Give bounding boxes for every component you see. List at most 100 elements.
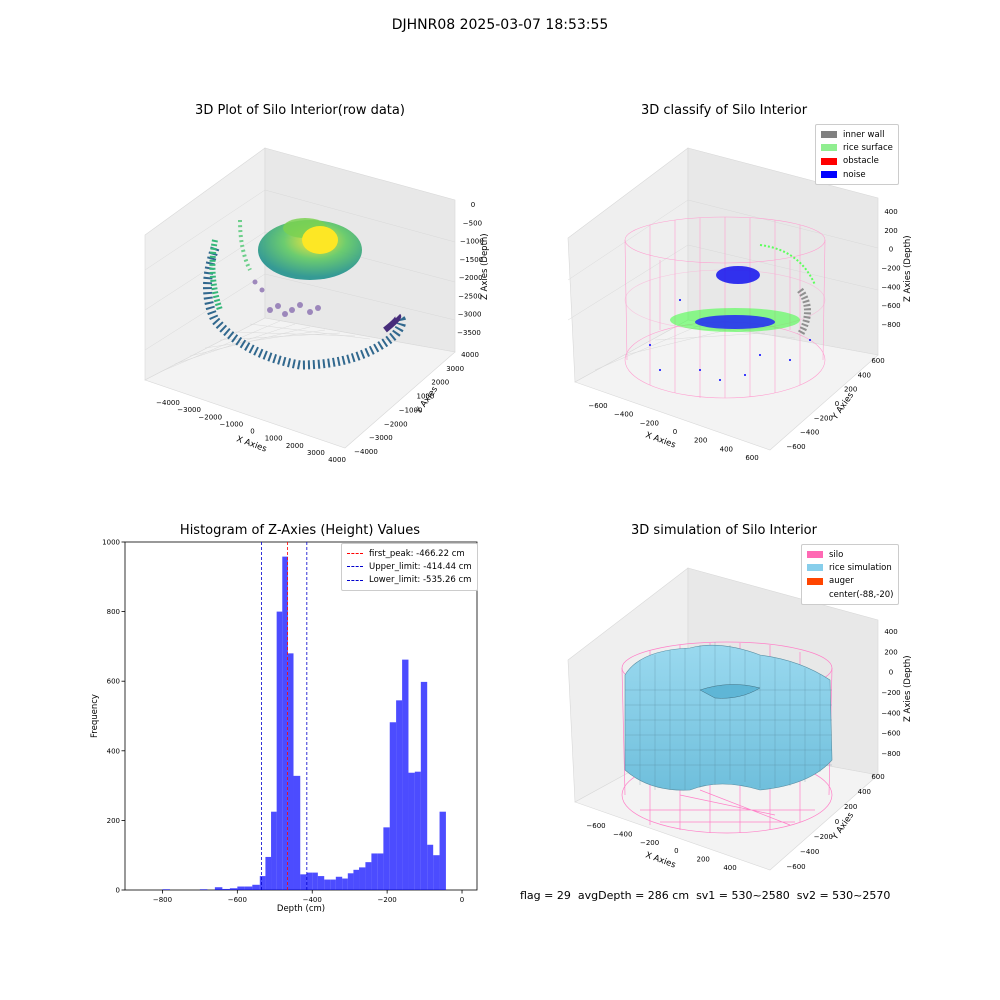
- legend-item-first-peak: first_peak: -466.22 cm: [347, 547, 472, 560]
- histogram-xtick-label: 0: [460, 896, 464, 904]
- axis-tick-label: −800: [881, 321, 900, 329]
- axis-tick-label: −400: [881, 709, 900, 717]
- legend-swatch: [821, 171, 837, 179]
- legend-swatch: [821, 144, 837, 152]
- plot2-noise-scatter: [649, 299, 811, 381]
- histogram-bar: [317, 876, 325, 890]
- axis-tick-label: 200: [697, 856, 710, 864]
- axis-tick-label: 600: [745, 454, 758, 462]
- legend-label: auger: [829, 576, 854, 587]
- axis-tick-label: 4000: [461, 351, 479, 359]
- axis-tick-label: 400: [858, 371, 871, 379]
- axis-tick-label: −200: [814, 414, 833, 422]
- plot2-tick-labels: −600−400−20002004006006004002000−200−400…: [588, 208, 900, 462]
- axis-tick-label: −1000: [220, 420, 244, 428]
- histogram-plot: −800 −600 −400 −200 0 0 200 400 600 800 1000 Dept…: [90, 539, 478, 914]
- histogram-bar: [265, 856, 272, 890]
- histogram-bar: [252, 884, 260, 890]
- axis-tick-label: 400: [884, 208, 897, 216]
- axis-tick-label: −2000: [459, 274, 483, 282]
- plot2-legend: inner wall rice surface obstacle noise: [815, 124, 899, 186]
- legend-label: noise: [843, 169, 866, 180]
- axis-tick-label: −600: [881, 302, 900, 310]
- axis-tick-label: 400: [858, 788, 871, 796]
- histogram-xtick-label: −600: [228, 896, 247, 904]
- legend-label: Lower_limit: -535.26 cm: [369, 575, 472, 586]
- sv2-text: sv2 = 530~2570: [796, 889, 891, 902]
- histogram-xtick-label: −800: [153, 896, 172, 904]
- axis-tick-label: 200: [884, 648, 897, 656]
- legend-item-silo: silo: [807, 548, 893, 561]
- legend-line: [347, 579, 363, 581]
- histogram-bar: [282, 556, 288, 890]
- plot2-floor: [574, 319, 879, 451]
- plot4-rice-body: [624, 644, 833, 791]
- plot2-noise-dense: [695, 315, 775, 329]
- histogram-bar: [377, 853, 384, 890]
- axis-tick-label: 200: [844, 803, 857, 811]
- plot1-xlabel: X Axies: [235, 434, 268, 454]
- legend-label: center(-88,-20): [829, 589, 894, 600]
- plot1-low-cluster: [252, 279, 321, 317]
- histogram-bar: [359, 867, 366, 890]
- legend-item-rice-surface: rice surface: [821, 141, 893, 154]
- histogram-ylabel: Frequency: [90, 694, 100, 738]
- histogram-bar: [371, 853, 378, 890]
- histogram-bar: [300, 874, 307, 890]
- histogram-bar: [271, 811, 277, 890]
- axis-tick-label: −600: [786, 863, 805, 871]
- plot1-title: 3D Plot of Silo Interior(row data): [195, 103, 405, 118]
- axis-tick-label: 0: [889, 246, 893, 254]
- plot4-xlabel: X Axies: [644, 850, 677, 870]
- histogram-vlines: [261, 542, 308, 890]
- plot1-zlabel: Z Axies (Depth): [480, 233, 490, 300]
- axis-tick-label: −200: [814, 833, 833, 841]
- legend-item-noise: noise: [821, 168, 893, 181]
- axis-tick-label: 2000: [286, 442, 304, 450]
- histogram-bar: [365, 862, 372, 890]
- axis-tick-label: 3000: [307, 449, 325, 457]
- axis-tick-label: −2000: [384, 420, 408, 428]
- axis-tick-label: −3000: [177, 406, 201, 414]
- histogram-ytick-label: 400: [107, 747, 120, 755]
- axis-tick-label: −4000: [354, 448, 378, 456]
- histogram-bar: [324, 879, 331, 890]
- histogram-ytick-label: 200: [107, 817, 120, 825]
- figure-title: DJHNR08 2025-03-07 18:53:55: [391, 17, 609, 33]
- axis-tick-label: 0: [471, 201, 475, 209]
- plot1-points: [203, 218, 407, 370]
- histogram-bar: [214, 887, 223, 890]
- histogram-bar: [237, 886, 245, 890]
- axis-tick-label: −200: [640, 839, 659, 847]
- axis-tick-label: 0: [889, 669, 893, 677]
- axis-tick-label: −400: [881, 283, 900, 291]
- legend-swatch: [807, 551, 823, 559]
- histogram-bar: [408, 772, 415, 890]
- histogram-bar: [199, 889, 208, 890]
- plot2-zlabel: Z Axies (Depth): [903, 235, 913, 302]
- axis-tick-label: −200: [640, 419, 659, 427]
- axis-tick-label: 0: [674, 847, 678, 855]
- histogram-yticks: 0 200 400 600 800 1000: [102, 539, 125, 895]
- legend-line: [347, 553, 363, 555]
- axis-tick-label: −2000: [198, 413, 222, 421]
- axis-tick-label: −200: [881, 265, 900, 273]
- legend-item-obstacle: obstacle: [821, 155, 893, 168]
- plot4-rice-dip: [699, 684, 761, 699]
- histogram-bar: [306, 872, 313, 890]
- histogram-bar: [383, 827, 390, 890]
- histogram-bar: [347, 873, 354, 890]
- legend-item-inner-wall: inner wall: [821, 128, 893, 141]
- axis-tick-label: 600: [871, 357, 884, 365]
- plot4-ylabel: Y Axies: [830, 810, 857, 842]
- axis-tick-label: −400: [613, 830, 632, 838]
- axis-tick-label: −400: [800, 848, 819, 856]
- histogram-bar: [389, 722, 397, 890]
- histogram-bar: [353, 869, 360, 890]
- axis-tick-label: −3000: [369, 434, 393, 442]
- histogram-bar: [330, 879, 336, 890]
- axis-tick-label: 200: [884, 227, 897, 235]
- histogram-legend: first_peak: -466.22 cm Upper_limit: -414…: [341, 543, 478, 591]
- axis-tick-label: 400: [720, 445, 733, 453]
